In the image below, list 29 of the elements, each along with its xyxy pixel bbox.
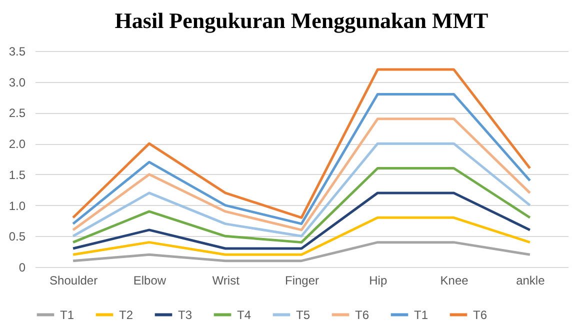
legend-label: T6	[355, 308, 370, 322]
y-tick-label: 3.5	[8, 44, 26, 58]
line-series	[72, 92, 532, 226]
legend-label: T1	[414, 308, 428, 322]
legend-label: T5	[296, 308, 310, 322]
line-series	[72, 118, 532, 232]
y-tick-label: 1.0	[8, 198, 26, 213]
y-tick-label: 2.5	[8, 106, 26, 120]
x-tick-label: Hip	[369, 274, 388, 288]
x-tick-label: Shoulder	[50, 274, 98, 288]
y-tick-label: 0.5	[8, 230, 26, 244]
x-tick-label: Finger	[284, 274, 320, 288]
legend-label: T3	[178, 308, 192, 322]
chart-title: Hasil Pengukuran Menggunakan MMT	[114, 8, 489, 33]
line-series	[72, 142, 532, 238]
y-tick-label: 3.0	[8, 75, 26, 90]
x-tick-label: Knee	[440, 274, 469, 288]
line-series	[72, 167, 532, 244]
line-series	[72, 68, 532, 219]
y-tick-label: 2.0	[8, 137, 26, 152]
y-tick-label: 1.5	[8, 168, 26, 182]
legend-label: T2	[119, 308, 134, 322]
y-tick-label: 0	[18, 260, 26, 274]
legend-label: T4	[237, 308, 252, 322]
legend-label: T1	[60, 308, 74, 322]
x-tick-label: Elbow	[133, 274, 166, 288]
legend-label: T6	[473, 308, 488, 322]
x-tick-label: ankle	[516, 274, 546, 288]
x-tick-label: Wrist	[212, 274, 240, 288]
